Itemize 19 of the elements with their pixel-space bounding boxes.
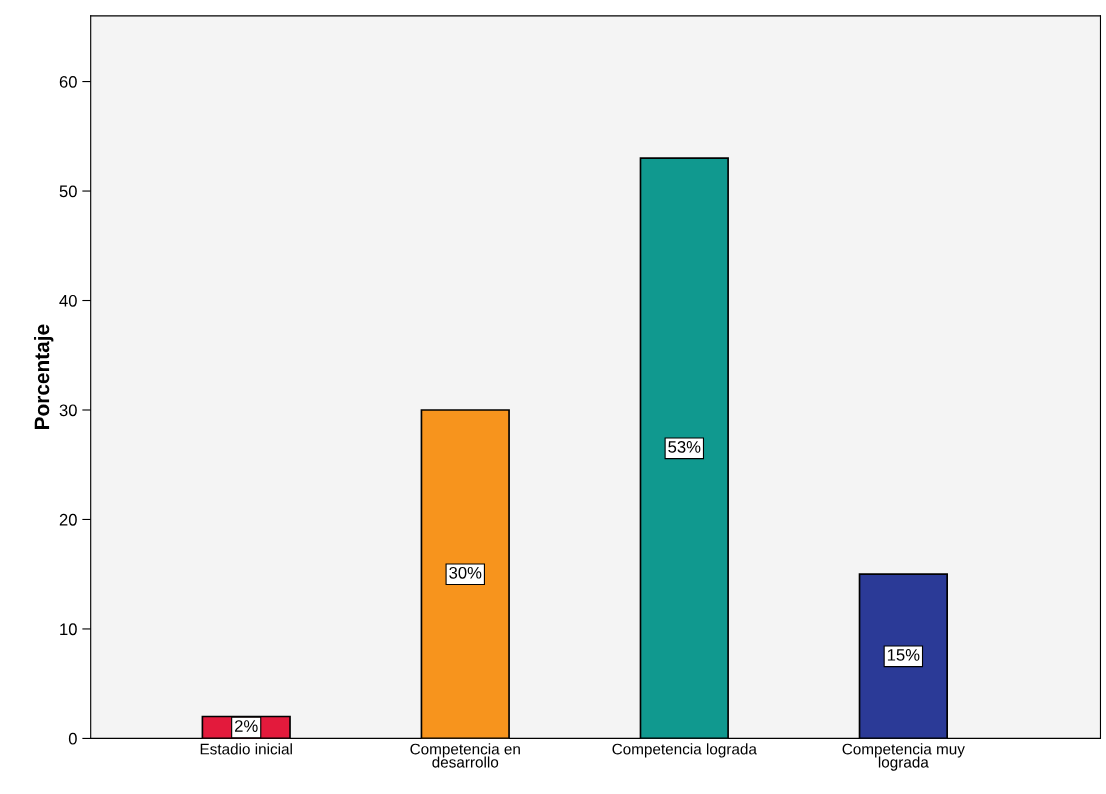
y-tick-label: 50 — [59, 185, 77, 198]
y-axis-title: Porcentaje — [33, 324, 54, 430]
data-label: 30% — [449, 566, 482, 579]
y-tick-label: 60 — [59, 75, 77, 88]
data-label: 2% — [235, 720, 258, 732]
y-tick-label: 30 — [59, 404, 77, 417]
y-tick-label: 20 — [59, 513, 77, 526]
x-tick-label: Competencia muy lograda — [842, 743, 965, 771]
y-tick-label: 40 — [59, 294, 77, 307]
x-tick-label: Competencia lograda — [612, 743, 757, 758]
x-tick-label: Competencia en desarrollo — [410, 743, 520, 768]
bar — [420, 409, 510, 739]
data-label: 53% — [668, 440, 701, 453]
data-label: 15% — [887, 649, 920, 661]
bar — [639, 157, 729, 739]
y-tick-label: 10 — [60, 623, 77, 636]
x-tick-label: Estadio inicial — [200, 743, 292, 755]
y-tick-label: 0 — [68, 732, 77, 745]
bar — [858, 573, 948, 739]
